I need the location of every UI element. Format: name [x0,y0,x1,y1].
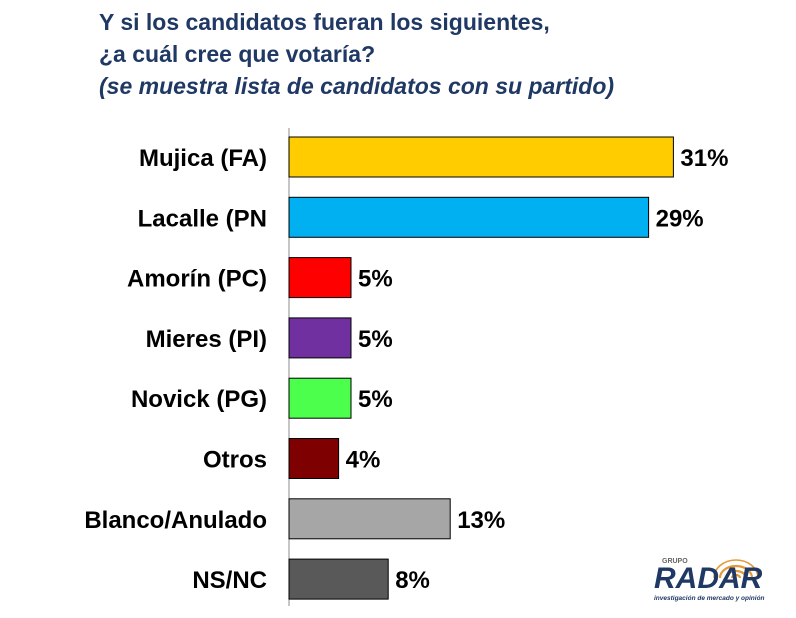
category-label: Mieres (PI) [146,326,267,353]
bar [288,136,674,178]
bar [288,498,451,540]
value-label: 5% [358,386,393,413]
value-label: 31% [680,145,728,172]
logo-group-text: GRUPO [662,558,688,565]
value-label: 13% [457,507,505,534]
value-label: 5% [358,326,393,353]
value-label: 5% [358,266,393,293]
bar [288,317,352,359]
radar-logo: GRUPO RADAR investigación de mercado y o… [654,558,765,602]
logo-tagline-text: investigación de mercado y opinión [654,595,765,602]
value-label: 4% [346,447,381,474]
bar [288,377,352,419]
category-label: Amorín (PC) [127,266,267,293]
bar [288,257,352,299]
category-label: NS/NC [192,567,267,594]
title-line-1: Y si los candidatos fueran los siguiente… [99,9,550,35]
title-line-3: (se muestra lista de candidatos con su p… [99,73,615,99]
category-label: Lacalle (PN [138,205,267,232]
title-line-2: ¿a cuál cree que votaría? [99,41,376,67]
bar [288,558,389,600]
category-label: Mujica (FA) [139,145,267,172]
bar [288,196,650,238]
radar-waves-icon [713,559,759,579]
logo-name-text: RADAR [654,562,763,595]
value-label: 8% [395,567,430,594]
chart-title: Y si los candidatos fueran los siguiente… [99,6,789,102]
category-label: Blanco/Anulado [84,507,267,534]
category-label: Otros [203,447,267,474]
bars-layer: Mujica (FA) 31% Lacalle (PN 29% Amorín (PC) 5… [84,136,728,600]
category-label: Novick (PG) [131,386,267,413]
value-label: 29% [656,205,704,232]
bar [288,438,340,479]
